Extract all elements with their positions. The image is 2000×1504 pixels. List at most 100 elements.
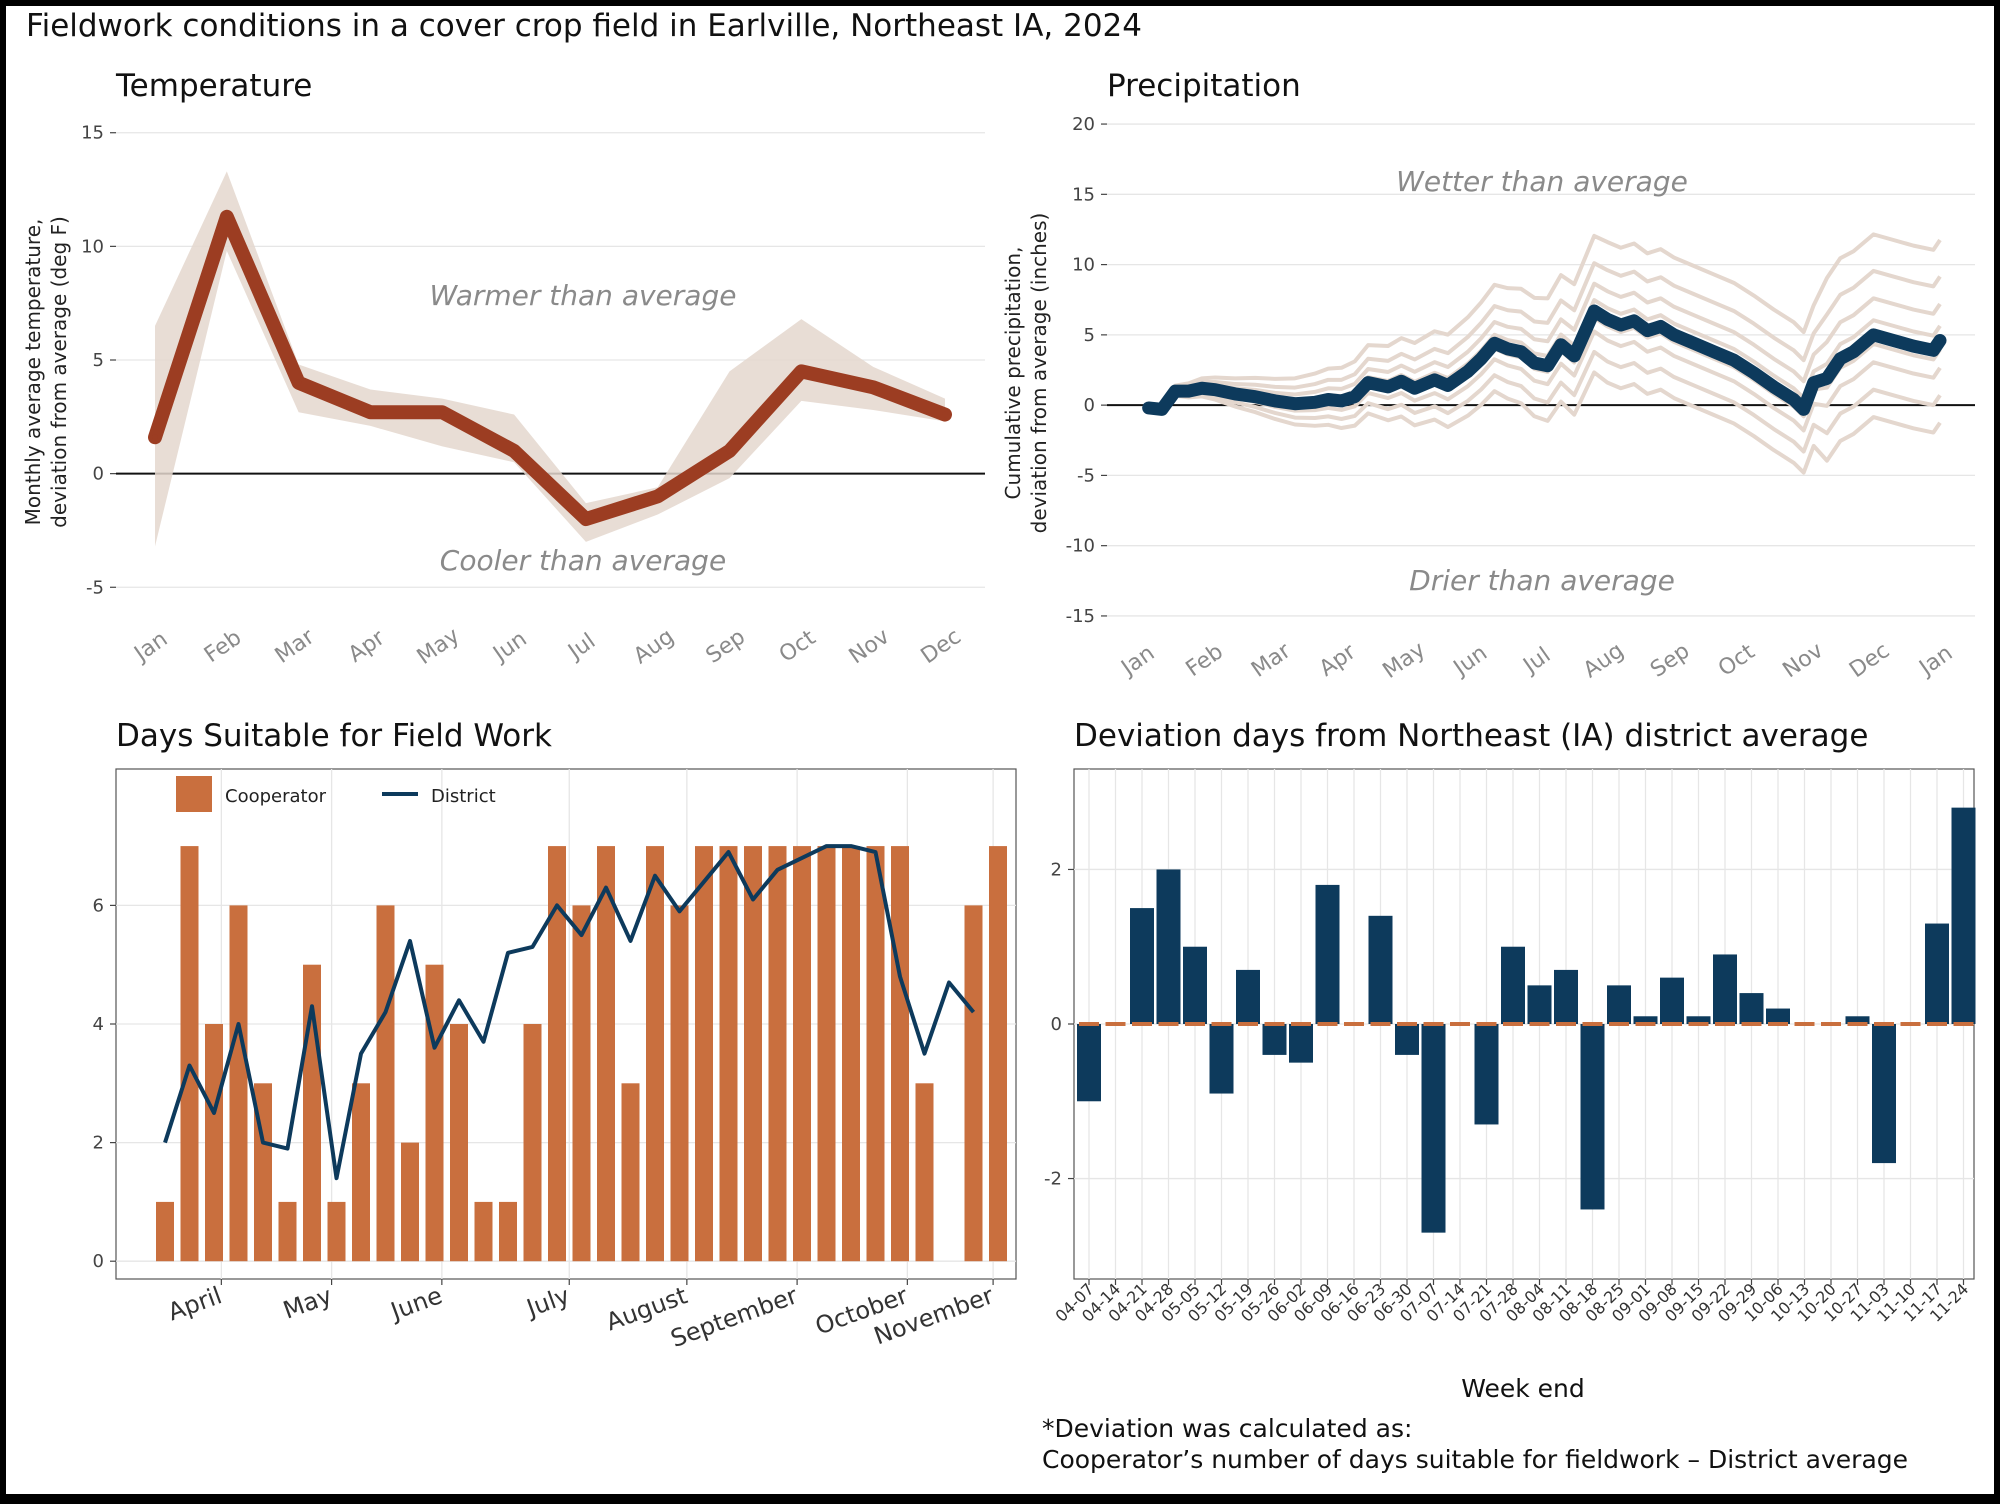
temperature-y-tick-label: -5 (86, 577, 104, 598)
precipitation-history-line (1148, 349, 1942, 454)
deviation-bar (1474, 1024, 1499, 1125)
cooperator-bar (744, 846, 762, 1262)
deviation-bar (1156, 869, 1181, 1024)
deviation-bar (1421, 1024, 1446, 1233)
deviation-bar (1501, 946, 1525, 1024)
temperature-point (439, 409, 446, 416)
footnote-line2: Cooperator’s number of days suitable for… (1042, 1445, 1908, 1474)
cooperator-bar (401, 1142, 419, 1262)
temperature-point (798, 368, 805, 375)
days-suitable-y-tick-label: 2 (93, 1133, 104, 1154)
precipitation-y-tick-label: 15 (1072, 184, 1095, 205)
cooperator-bar (891, 846, 909, 1262)
cooperator-bar (915, 1083, 934, 1262)
precipitation-y-tick-label: 5 (1084, 325, 1095, 346)
cooperator-bar (866, 846, 885, 1262)
precipitation-y-label-line2: deviation from average (inches) (1027, 213, 1051, 534)
temperature-point (942, 411, 948, 418)
cooperator-bar (621, 1083, 640, 1262)
figure-title: Fieldwork conditions in a cover crop fie… (26, 8, 1142, 44)
temperature-point (726, 447, 733, 454)
temperature-history-band (155, 171, 945, 547)
deviation-bar (1925, 923, 1949, 1024)
cooperator-bar (205, 1024, 223, 1262)
temperature-2024-line (148, 209, 952, 527)
temperature-title: Temperature (115, 68, 312, 104)
deviation-y-tick-label: -2 (1044, 1169, 1062, 1190)
precipitation-series (1142, 304, 1947, 416)
precipitation-y-tick-label: -5 (1077, 465, 1095, 486)
temperature-history-range (155, 171, 945, 547)
precipitation-y-tick-label: 0 (1084, 395, 1095, 416)
deviation-x-label: Week end (1461, 1374, 1585, 1403)
deviation-bar (1236, 969, 1260, 1024)
deviation-bar (1686, 1016, 1711, 1024)
legend-district-label: District (431, 786, 496, 807)
days-suitable-y-tick-label: 6 (93, 895, 104, 916)
precipitation-2024-line (1142, 304, 1947, 416)
days-suitable-y-tick-label: 4 (93, 1014, 104, 1035)
days-suitable-legend: Cooperator District (176, 776, 496, 812)
deviation-y-tick-label: 0 (1051, 1014, 1062, 1035)
precipitation-title: Precipitation (1107, 68, 1301, 104)
precipitation-drier-annotation: Drier than average (1409, 564, 1675, 597)
cooperator-bar (670, 905, 689, 1262)
temperature-y-tick-label: 5 (93, 350, 104, 371)
deviation-title: Deviation days from Northeast (IA) distr… (1074, 718, 1868, 754)
deviation-bar (1315, 884, 1340, 1024)
temperature-warmer-annotation: Warmer than average (430, 279, 737, 312)
cooperator-bar (793, 846, 811, 1262)
temperature-series (148, 209, 952, 527)
deviation-bar (1766, 1008, 1790, 1024)
cooperator-bar (964, 905, 983, 1262)
cooperator-bar (842, 846, 860, 1262)
temperature-panel: Temperature Monthly average temperature,… (21, 68, 985, 670)
deviation-bar (1209, 1024, 1234, 1094)
temperature-point (511, 447, 518, 454)
cooperator-bar (597, 846, 615, 1262)
precipitation-y-label-line1: Cumulative precipitation, (1001, 247, 1025, 500)
precipitation-y-tick-label: -15 (1066, 606, 1095, 627)
deviation-bar (1077, 1024, 1101, 1102)
deviation-bar (1660, 977, 1684, 1024)
precipitation-history-line (1148, 370, 1942, 475)
days-suitable-series (156, 844, 1007, 1262)
cooperator-bar (548, 846, 566, 1262)
temperature-y-label-line2: deviation from average (deg F) (47, 216, 71, 528)
temperature-point (152, 434, 158, 441)
deviation-bar (1262, 1024, 1287, 1055)
precipitation-history-line (1148, 261, 1942, 410)
cooperator-bar (523, 1024, 542, 1262)
cooperator-bar (572, 905, 591, 1262)
cooperator-bar (278, 1201, 297, 1262)
precipitation-history-line (1148, 232, 1942, 409)
temperature-y-label-line1: Monthly average temperature, (21, 219, 45, 526)
cooperator-bar (450, 1024, 468, 1262)
cooperator-bar (327, 1201, 346, 1262)
deviation-bar (1845, 1016, 1870, 1024)
deviation-series (1077, 807, 1976, 1233)
deviation-bar (1713, 954, 1737, 1024)
cooperator-bar (768, 846, 787, 1262)
deviation-y-tick-label: 2 (1051, 859, 1062, 880)
cooperator-bar (695, 846, 713, 1262)
cooperator-bar (474, 1201, 493, 1262)
cooperator-bar (817, 846, 836, 1262)
legend-cooperator-label: Cooperator (225, 786, 327, 807)
cooperator-bar (352, 1083, 370, 1262)
deviation-bar (1580, 1024, 1605, 1210)
cooperator-bar (499, 1201, 517, 1262)
temperature-point (582, 516, 589, 523)
temperature-point (223, 213, 230, 220)
precipitation-wetter-annotation: Wetter than average (1396, 165, 1688, 198)
deviation-bar (1554, 969, 1578, 1024)
precipitation-history-line (1148, 281, 1942, 411)
days-suitable-title: Days Suitable for Field Work (116, 718, 552, 754)
deviation-bar (1951, 807, 1976, 1024)
precipitation-y-tick-label: -10 (1066, 536, 1095, 557)
cooperator-bar (425, 964, 444, 1262)
deviation-bar (1289, 1024, 1313, 1063)
